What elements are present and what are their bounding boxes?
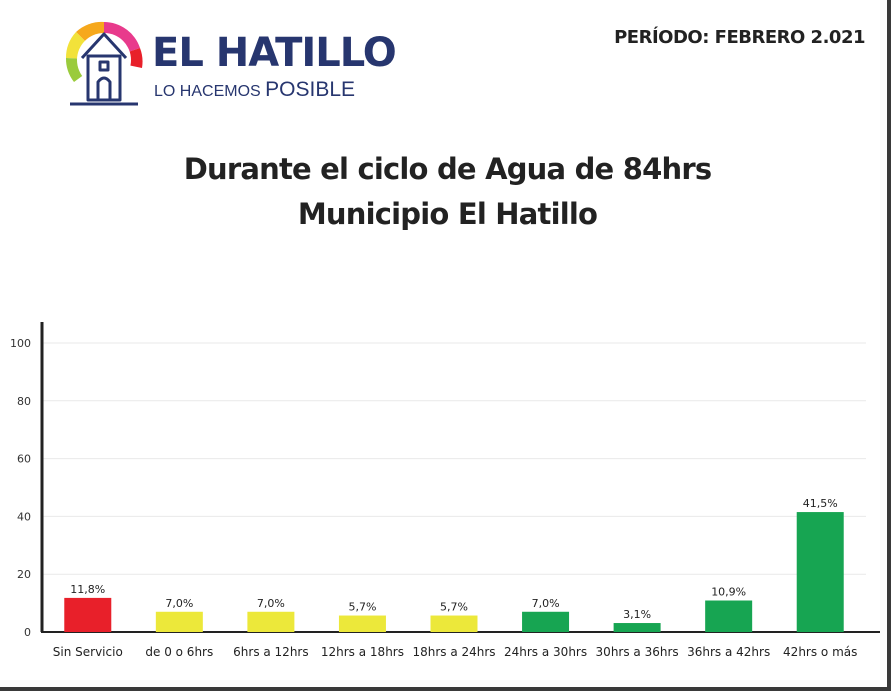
bar bbox=[64, 597, 112, 632]
data-label: 41,5% bbox=[803, 497, 838, 510]
x-tick-label: 6hrs a 12hrs bbox=[233, 645, 308, 659]
data-label: 7,0% bbox=[257, 597, 285, 610]
data-label: 7,0% bbox=[532, 597, 560, 610]
data-label: 11,8% bbox=[70, 583, 105, 596]
bar bbox=[705, 600, 753, 632]
y-tick-label: 20 bbox=[17, 568, 31, 581]
x-tick-label: 24hrs a 30hrs bbox=[504, 645, 587, 659]
x-tick-label: Sin Servicio bbox=[53, 645, 123, 659]
chart-subtitle: Municipio El Hatillo bbox=[297, 197, 598, 231]
x-tick-label: 30hrs a 36hrs bbox=[596, 645, 679, 659]
chart-title: Durante el ciclo de Agua de 84hrs bbox=[183, 152, 712, 186]
bar bbox=[338, 615, 386, 632]
tagline-part2: POSIBLE bbox=[265, 78, 356, 101]
data-label: 10,9% bbox=[711, 585, 746, 598]
bar bbox=[247, 611, 295, 632]
y-tick-label: 0 bbox=[24, 626, 31, 639]
x-tick-label: 12hrs a 18hrs bbox=[321, 645, 404, 659]
y-tick-label: 60 bbox=[17, 453, 31, 466]
brand-logo: EL HATILLO LO HACEMOS POSIBLE bbox=[62, 18, 397, 108]
bar-chart: 0 20 40 60 80 100 11,8% Sin Servicio 7,0% de 0 o … bbox=[10, 322, 880, 659]
x-tick-label: 36hrs a 42hrs bbox=[687, 645, 770, 659]
x-tick-label: 42hrs o más bbox=[783, 645, 857, 659]
period-label: PERÍODO: FEBRERO 2.021 bbox=[614, 27, 865, 48]
x-tick-label: 18hrs a 24hrs bbox=[412, 645, 495, 659]
data-label: 5,7% bbox=[348, 601, 376, 614]
tagline-part1: LO HACEMOS bbox=[154, 83, 261, 100]
y-tick-label: 80 bbox=[17, 395, 31, 408]
bar bbox=[522, 611, 570, 632]
data-label: 3,1% bbox=[623, 608, 651, 621]
brand-tagline: LO HACEMOS POSIBLE bbox=[154, 78, 355, 102]
bar bbox=[613, 623, 661, 632]
y-tick-label: 100 bbox=[10, 337, 31, 350]
x-tick-label: de 0 o 6hrs bbox=[145, 645, 213, 659]
data-label: 5,7% bbox=[440, 601, 468, 614]
data-label: 7,0% bbox=[165, 597, 193, 610]
church-tower-icon bbox=[65, 21, 143, 106]
bar bbox=[155, 611, 203, 632]
y-tick-label: 40 bbox=[17, 510, 31, 523]
bar bbox=[430, 615, 478, 632]
bar bbox=[796, 512, 844, 632]
brand-name: EL HATILLO bbox=[152, 30, 397, 76]
